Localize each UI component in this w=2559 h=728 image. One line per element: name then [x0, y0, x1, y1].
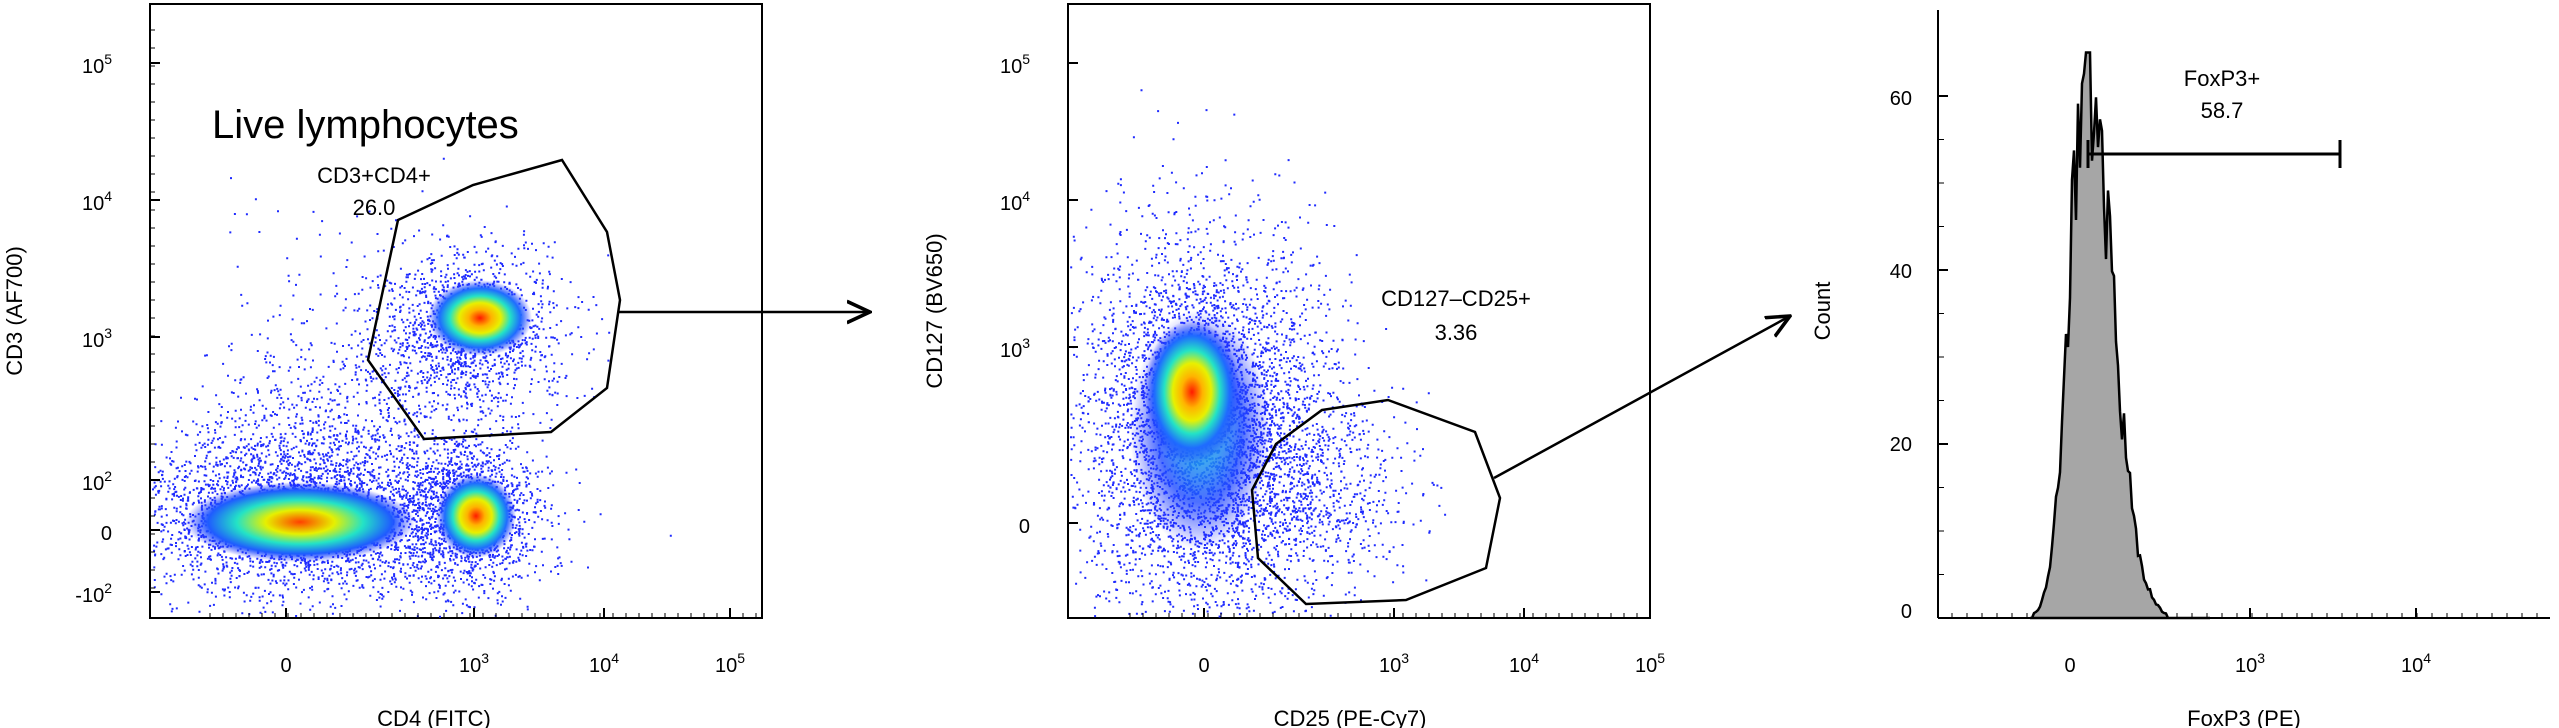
y-tick-label: -102	[75, 580, 112, 607]
y-tick-label: 104	[82, 188, 112, 215]
density-points	[361, 388, 578, 617]
gate-foxp3-percent: 58.7	[2201, 98, 2244, 123]
arrow-gate-2-to-plot-3	[1493, 316, 1790, 480]
y-tick-label: 60	[1890, 88, 1912, 110]
plot-2-density	[1068, 62, 1651, 618]
x-tick-label: 105	[1635, 650, 1665, 677]
y-tick-label: 103	[1000, 335, 1030, 362]
y-tick-label: 0	[101, 523, 112, 545]
gate-cd127-cd25	[1250, 398, 1502, 606]
plot-1-tick-marks	[150, 29, 757, 618]
y-tick-label: 0	[1019, 516, 1030, 538]
gate-foxp3	[2086, 140, 2342, 168]
population-cd4-neg-cd3-neg	[185, 482, 415, 562]
plot-3-y-axis-title: Count	[1810, 282, 1835, 341]
x-tick-label: 105	[715, 650, 745, 677]
density-points	[153, 277, 542, 614]
plot-1-y-ticks: 105 104 103 102 0 -102	[75, 51, 112, 607]
population-cd127-pos	[1144, 320, 1240, 464]
plot-1-annotation: Live lymphocytes	[212, 103, 519, 147]
plot-2-frame	[1067, 3, 1651, 619]
plot-1-y-axis-title: CD3 (AF700)	[2, 246, 27, 376]
plot-1: 105 104 103 102 0 -102 0 103 104 105 CD4…	[2, 3, 763, 728]
plot-2-x-ticks: 0 103 104 105	[1198, 650, 1665, 677]
x-tick-label: 0	[1198, 655, 1209, 677]
plot-3-y-ticks: 60 40 20 0	[1890, 88, 1912, 623]
x-tick-label: 104	[2401, 650, 2431, 677]
plot-1-density	[150, 29, 757, 618]
gate-cd3-cd4-name: CD3+CD4+	[317, 163, 431, 188]
y-tick-label: 105	[82, 51, 112, 78]
y-tick-label: 103	[82, 325, 112, 352]
histogram-series	[2030, 51, 2210, 620]
x-tick-label: 0	[280, 655, 291, 677]
plot-3-x-ticks: 0 103 104	[2064, 650, 2431, 677]
x-tick-label: 0	[2064, 655, 2075, 677]
plot-2: 105 104 103 0 0 103 104 105 CD25 (PE-Cy7…	[922, 3, 1665, 728]
population-cd4-pos-cd3-pos	[428, 280, 532, 356]
x-tick-label: 103	[1379, 650, 1409, 677]
gate-cd127-cd25-name: CD127–CD25+	[1381, 286, 1531, 311]
gate-foxp3-name: FoxP3+	[2184, 66, 2260, 91]
plot-2-tick-marks	[1068, 62, 1651, 618]
y-tick-label: 105	[1000, 51, 1030, 78]
y-tick-label: 20	[1890, 434, 1912, 456]
plot-2-y-axis-title: CD127 (BV650)	[922, 233, 947, 388]
x-tick-label: 104	[1509, 650, 1539, 677]
y-tick-label: 40	[1890, 261, 1912, 283]
plot-1-x-ticks: 0 103 104 105	[280, 650, 745, 677]
plot-1-x-axis-title: CD4 (FITC)	[377, 706, 491, 728]
population-cd4-pos-cd3-neg	[436, 474, 516, 558]
y-tick-label: 0	[1901, 601, 1912, 623]
x-tick-label: 103	[459, 650, 489, 677]
plot-3: 60 40 20 0 0 103 104 FoxP3 (PE) Count Fo…	[1810, 10, 2550, 728]
gate-cd3-cd4	[366, 158, 622, 441]
plot-2-y-ticks: 105 104 103 0	[1000, 51, 1030, 538]
plot-3-tick-marks	[1938, 95, 2538, 619]
y-tick-label: 104	[1000, 188, 1030, 215]
plot-3-x-axis-title: FoxP3 (PE)	[2187, 706, 2301, 728]
gate-cd3-cd4-percent: 26.0	[353, 195, 396, 220]
x-tick-label: 103	[2235, 650, 2265, 677]
gate-cd127-cd25-percent: 3.36	[1435, 320, 1478, 345]
x-tick-label: 104	[589, 650, 619, 677]
plot-2-x-axis-title: CD25 (PE-Cy7)	[1274, 706, 1427, 728]
y-tick-label: 102	[82, 468, 112, 495]
